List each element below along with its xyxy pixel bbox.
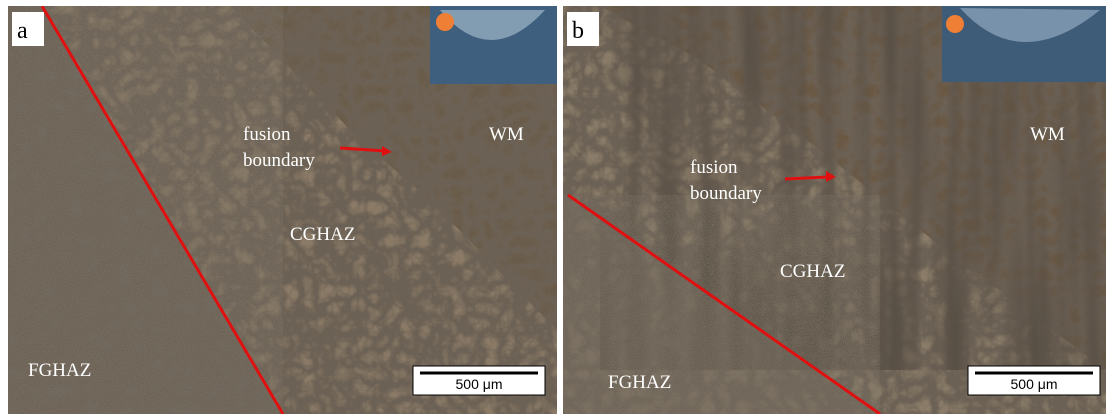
annotation: WM	[1030, 124, 1065, 145]
panel-label: b	[572, 18, 584, 44]
scale-bar-label: 500 μm	[1011, 376, 1058, 392]
annotation: CGHAZ	[780, 261, 845, 282]
annotation: FGHAZ	[608, 372, 671, 393]
figure: a fusion boundary WM CGHAZ FGHAZ 500 μm …	[0, 0, 1110, 416]
micrograph-a	[8, 6, 557, 414]
annotation: boundary	[690, 183, 762, 204]
annotation: CGHAZ	[290, 224, 355, 245]
annotation: fusion	[690, 157, 738, 178]
annotation: WM	[489, 124, 524, 145]
annotation: boundary	[243, 150, 315, 171]
micrograph-b	[563, 6, 1106, 414]
scale-bar-label: 500 μm	[456, 376, 503, 392]
annotation: FGHAZ	[28, 360, 91, 381]
panel-label: a	[17, 18, 28, 44]
annotation: fusion	[243, 124, 291, 145]
